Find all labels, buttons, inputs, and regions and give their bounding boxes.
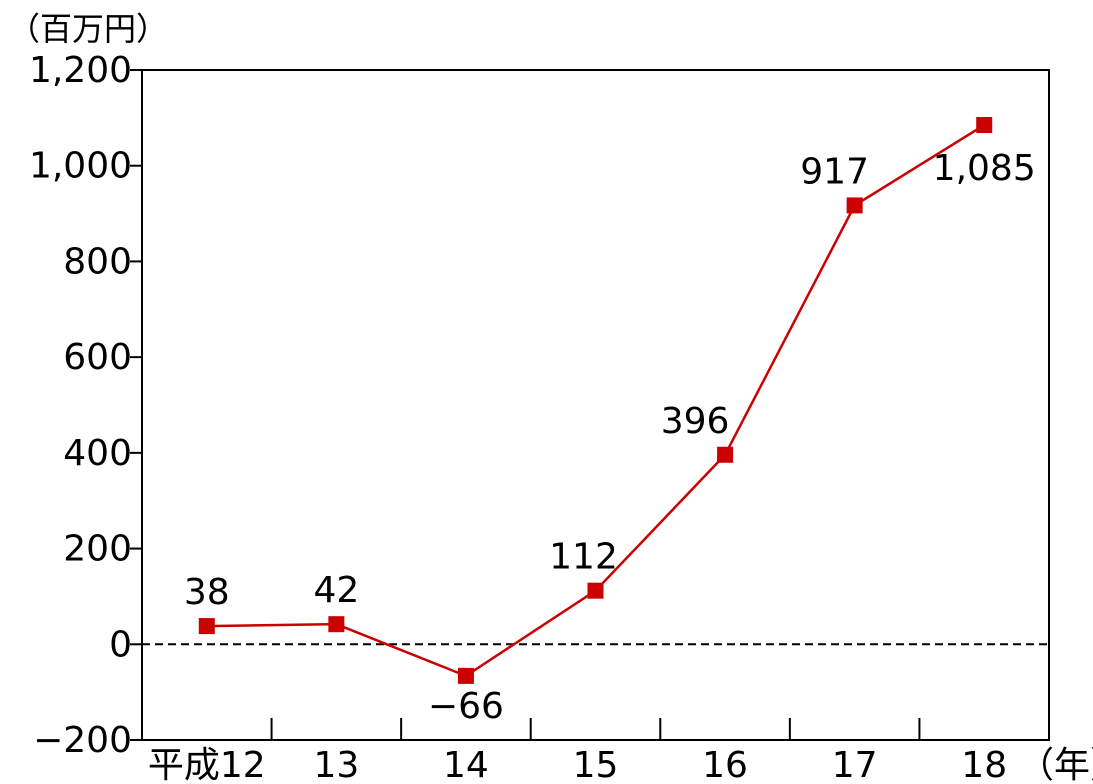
- y-axis: 1,200 1,000 800 600 400 200 0 −200: [29, 50, 142, 761]
- y-tick-label: 0: [109, 624, 132, 665]
- y-tick-label: 800: [63, 241, 132, 282]
- x-tick-label: 15: [573, 745, 619, 784]
- data-point-marker: [328, 616, 345, 633]
- x-tick-label: 13: [313, 745, 359, 784]
- y-tick-label: 400: [63, 433, 132, 474]
- x-tick-label: 18: [961, 745, 1007, 784]
- y-tick-label: −200: [33, 720, 132, 761]
- data-label: −66: [428, 686, 504, 727]
- y-tick-label: 1,000: [29, 146, 132, 187]
- data-label: 396: [661, 401, 730, 442]
- x-tick-label: 14: [443, 745, 489, 784]
- data-label: 42: [313, 570, 359, 611]
- x-axis-unit-label: （年）: [1018, 745, 1093, 784]
- data-point-marker: [587, 582, 604, 599]
- plot-frame: [141, 69, 1050, 741]
- x-tick-label: 16: [702, 745, 748, 784]
- data-point-marker: [198, 618, 215, 635]
- data-label: 1,085: [933, 148, 1036, 189]
- data-label: 38: [184, 572, 230, 613]
- y-tick-label: 200: [63, 529, 132, 570]
- data-label: 112: [549, 537, 618, 578]
- data-point-marker: [717, 446, 734, 463]
- y-axis-unit-label: （百万円）: [8, 10, 168, 48]
- x-tick-label: 平成12: [148, 745, 266, 784]
- data-label: 917: [800, 151, 869, 192]
- data-point-marker: [846, 197, 863, 214]
- x-tick-label: 17: [832, 745, 878, 784]
- y-tick-label: 600: [63, 337, 132, 378]
- data-point-marker: [976, 117, 993, 134]
- data-label-group: 38 42 −66 112 396 917 1,085: [184, 148, 1036, 727]
- y-tick-label: 1,200: [29, 50, 132, 91]
- x-axis: 平成12 13 14 15 16 17 18: [148, 718, 1007, 784]
- series-line-group: [198, 117, 993, 684]
- data-point-marker: [457, 667, 474, 684]
